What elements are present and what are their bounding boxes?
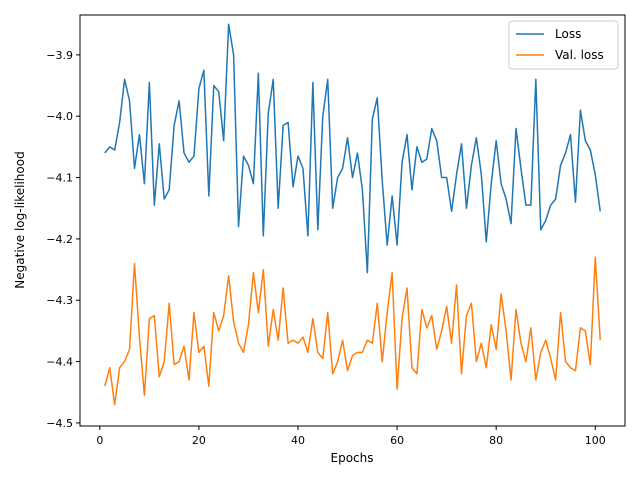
legend-box <box>508 20 619 70</box>
x-tick-label: 80 <box>489 434 503 447</box>
series-line-val-loss <box>104 256 601 406</box>
ticks-layer: 0 20 40 60 80 100 −4.5 −4.4 −4.3 −4.2 −4.1 −4.0 −3.9 <box>46 49 605 447</box>
x-axis-label: Epochs <box>331 451 374 465</box>
x-tick-label: 40 <box>291 434 305 447</box>
y-tick-label: −4.3 <box>46 294 73 307</box>
legend: Loss Val. loss <box>508 20 619 70</box>
y-tick-label: −4.5 <box>46 417 73 430</box>
y-axis-label: Negative log-likelihood <box>13 151 27 288</box>
x-tick-label: 60 <box>390 434 404 447</box>
series-line-loss <box>104 23 601 274</box>
y-tick-label: −4.1 <box>46 172 73 185</box>
plot-frame <box>79 14 626 427</box>
y-tick-label: −4.0 <box>46 110 73 123</box>
x-tick-label: 20 <box>192 434 206 447</box>
y-tick-label: −4.2 <box>46 233 73 246</box>
legend-label-loss: Loss <box>555 27 581 41</box>
x-tick-label: 100 <box>585 434 606 447</box>
y-tick-label: −4.4 <box>46 356 73 369</box>
legend-label-val-loss: Val. loss <box>555 48 604 62</box>
series-layer <box>104 23 601 406</box>
y-tick-label: −3.9 <box>46 49 73 62</box>
x-tick-label: 0 <box>96 434 103 447</box>
